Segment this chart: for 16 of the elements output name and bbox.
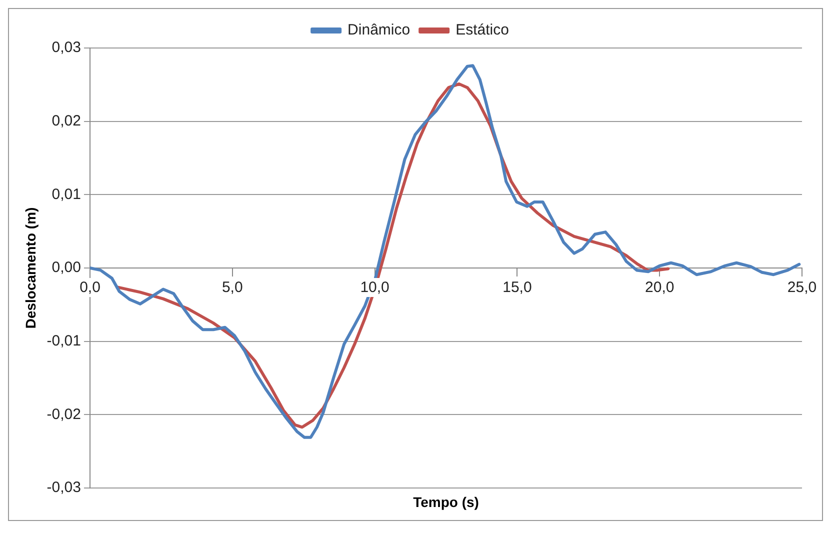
- x-tick-label: 15,0: [502, 279, 532, 296]
- y-axis-title: Deslocamento (m): [22, 207, 38, 329]
- y-tick-label: 0,02: [52, 112, 81, 130]
- y-tick-label: 0,03: [52, 39, 81, 56]
- y-tick-label: -0,02: [46, 406, 81, 423]
- legend-label: Estático: [456, 22, 509, 39]
- x-tick-label: 0,0: [80, 279, 100, 296]
- x-tick-label: 20,0: [644, 279, 674, 296]
- y-tick-label: 0,01: [52, 186, 81, 203]
- y-tick-label: -0,01: [46, 332, 81, 350]
- y-tick-label: 0,00: [52, 259, 81, 276]
- x-axis-title: Tempo (s): [413, 494, 479, 510]
- legend-label: Dinâmico: [348, 22, 410, 39]
- x-tick-label: 5,0: [222, 279, 243, 296]
- y-tick-label: -0,03: [46, 479, 81, 496]
- x-tick-label: 25,0: [787, 279, 817, 296]
